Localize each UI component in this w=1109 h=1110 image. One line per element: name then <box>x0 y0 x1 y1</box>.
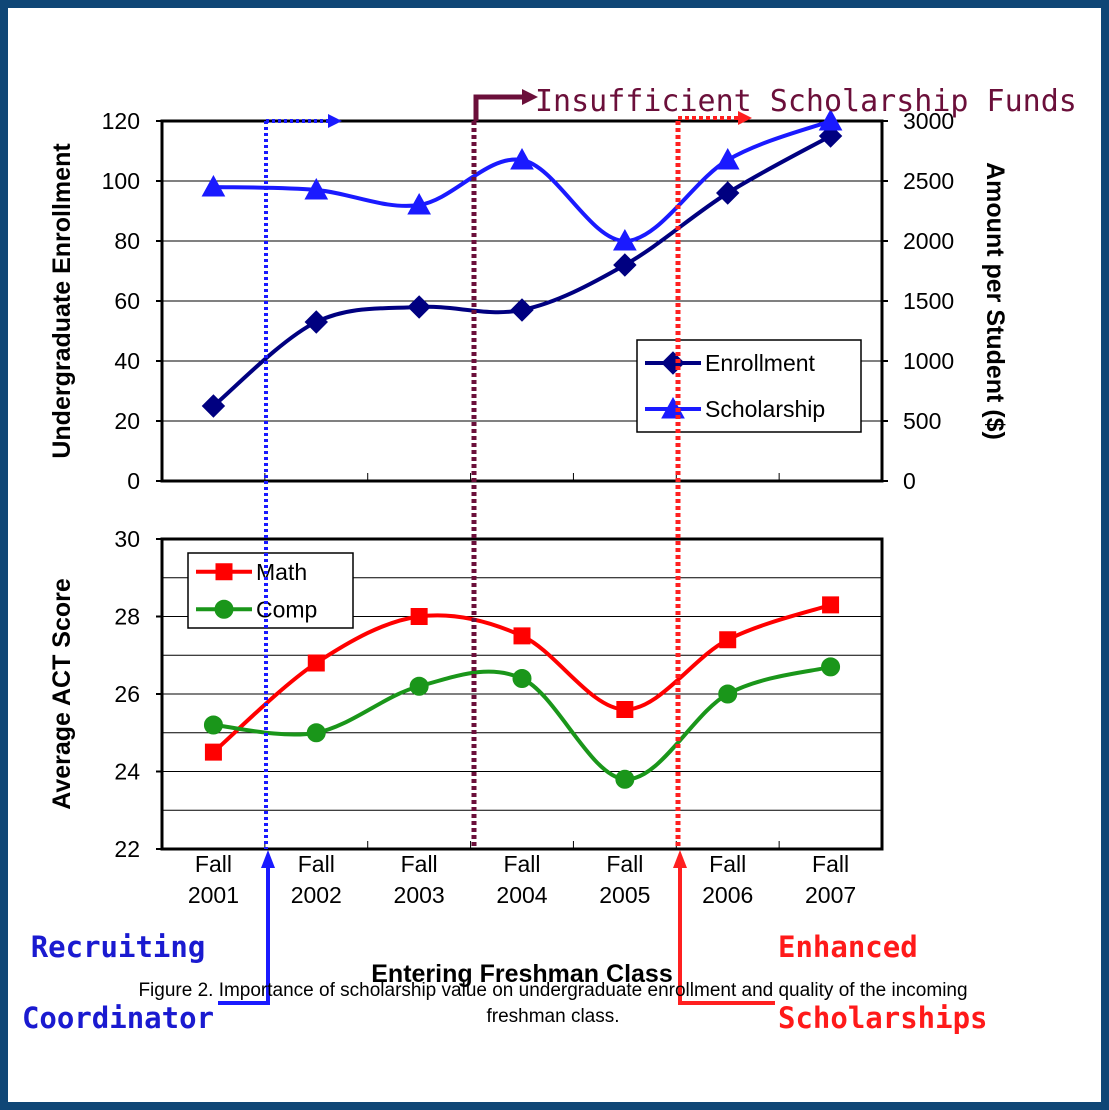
y-tick-label: 26 <box>114 681 140 707</box>
legend-marker <box>215 563 233 581</box>
marker <box>409 676 429 696</box>
caption: Figure 2. Importance of scholarship valu… <box>138 980 968 1027</box>
x-tick-label: Fall 2007 <box>805 851 856 908</box>
marker <box>407 295 431 319</box>
arrow-head <box>738 111 752 125</box>
arrow-head <box>522 89 538 105</box>
guide-line <box>678 866 775 1005</box>
marker <box>510 298 534 322</box>
legend-marker <box>214 599 234 619</box>
marker <box>719 631 737 649</box>
legend-label: Math <box>256 559 307 585</box>
marker <box>513 627 531 645</box>
marker <box>410 608 428 625</box>
y-tick-label: 30 <box>114 526 140 552</box>
y2-tick-label: 0 <box>903 468 916 494</box>
y-tick-label: 22 <box>114 836 140 862</box>
annotation: Recruiting Coordinator <box>22 930 214 1035</box>
y-tick-label: 0 <box>127 468 140 494</box>
y-axis-title: Undergraduate Enrollment <box>48 143 76 459</box>
marker <box>715 147 740 170</box>
marker <box>204 743 222 761</box>
y-tick-label: 60 <box>114 288 140 314</box>
marker <box>818 108 843 131</box>
x-tick-label: Fall 2004 <box>496 851 547 908</box>
y-tick-label: 20 <box>114 408 140 434</box>
marker <box>306 723 326 743</box>
marker <box>613 253 637 277</box>
guide-line <box>218 866 270 1005</box>
y2-axis-title: Amount per Student ($) <box>981 162 1009 440</box>
marker <box>615 769 635 789</box>
y-tick-label: 80 <box>114 228 140 254</box>
y-tick-label: 100 <box>102 168 140 194</box>
y-tick-label: 120 <box>102 108 140 134</box>
x-tick-label: Fall 2001 <box>188 851 239 908</box>
y2-tick-label: 2000 <box>903 228 954 254</box>
arrow-head <box>328 114 342 128</box>
marker <box>613 228 637 251</box>
y-axis-title: Average ACT Score <box>48 578 76 810</box>
x-tick-label: Fall 2006 <box>702 851 753 908</box>
marker <box>203 715 223 735</box>
legend-label: Enrollment <box>705 350 816 376</box>
marker <box>822 596 840 614</box>
marker <box>201 394 226 418</box>
marker <box>821 657 841 677</box>
annotation: Insufficient Scholarship Funds <box>535 84 1077 119</box>
y-tick-label: 24 <box>114 759 140 785</box>
marker <box>616 701 634 718</box>
x-tick-label: Fall 2002 <box>291 851 342 908</box>
y2-tick-label: 1000 <box>903 348 954 374</box>
y2-tick-label: 3000 <box>903 108 954 134</box>
marker <box>716 181 740 205</box>
plot-frame <box>160 537 884 851</box>
marker <box>304 310 328 334</box>
arrow-head <box>673 850 687 868</box>
y2-tick-label: 1500 <box>903 288 954 314</box>
annotation: Enhanced Scholarships <box>778 930 988 1035</box>
marker <box>304 177 329 200</box>
guide-line <box>473 94 522 121</box>
arrow-head <box>261 850 275 868</box>
legend-label: Scholarship <box>705 396 825 422</box>
marker <box>201 174 226 197</box>
y-tick-label: 28 <box>114 604 140 630</box>
guides <box>218 89 775 1005</box>
marker <box>718 684 738 704</box>
y2-tick-label: 2500 <box>903 168 954 194</box>
marker <box>407 192 431 215</box>
x-tick-label: Fall 2005 <box>599 851 650 908</box>
marker <box>307 654 325 672</box>
marker <box>510 147 534 170</box>
y2-tick-label: 500 <box>903 408 941 434</box>
marker <box>512 669 532 688</box>
x-axis-title: Entering Freshman Class <box>371 960 672 988</box>
plot-frame <box>160 119 884 483</box>
y-tick-label: 40 <box>114 348 140 374</box>
x-tick-label: Fall 2003 <box>394 851 445 908</box>
